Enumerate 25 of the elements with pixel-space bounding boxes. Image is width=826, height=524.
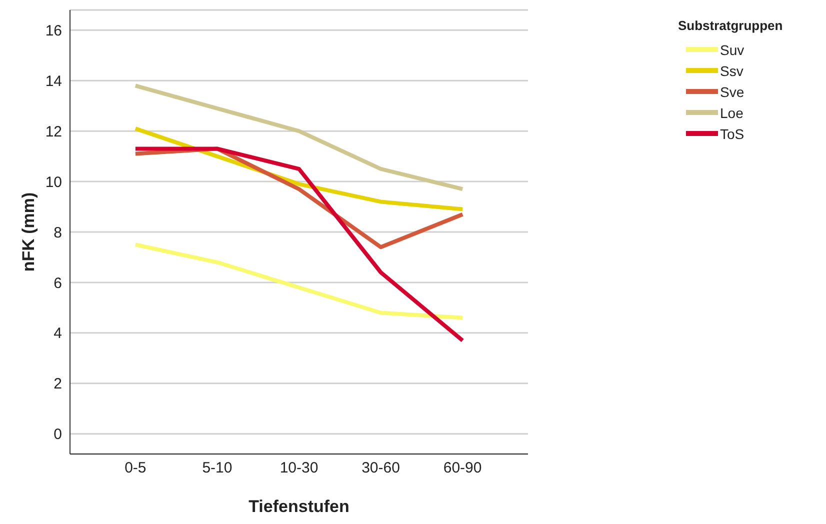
legend-label: Suv <box>720 42 744 58</box>
x-tick-label: 30-60 <box>362 460 400 477</box>
y-tick-label: 2 <box>54 376 62 393</box>
y-tick-label: 14 <box>45 72 62 90</box>
x-tick-label: 10-30 <box>280 460 318 477</box>
y-tick-label: 10 <box>45 174 62 191</box>
y-tick-label: 0 <box>54 426 62 444</box>
x-axis-title: Tiefenstufen <box>248 497 350 516</box>
y-tick-label: 4 <box>54 325 62 342</box>
y-tick-label: 16 <box>45 22 62 40</box>
legend-label: ToS <box>720 126 744 142</box>
legend-title: Substratgruppen <box>678 18 784 33</box>
x-tick-label: 60-90 <box>443 460 482 477</box>
x-tick-label: 0-5 <box>124 460 146 477</box>
x-tick-label: 5-10 <box>202 460 232 477</box>
y-tick-label: 6 <box>54 274 62 292</box>
legend-label: Sve <box>720 84 744 100</box>
y-axis-title: nFK (mm) <box>19 192 38 272</box>
line-series <box>133 242 465 320</box>
line-series <box>133 84 465 192</box>
legend-label: Loe <box>720 104 744 120</box>
y-tick-label: 8 <box>54 224 62 242</box>
legend-label: Ssv <box>720 62 744 78</box>
y-tick-label: 12 <box>45 123 62 140</box>
line-series <box>133 146 465 342</box>
